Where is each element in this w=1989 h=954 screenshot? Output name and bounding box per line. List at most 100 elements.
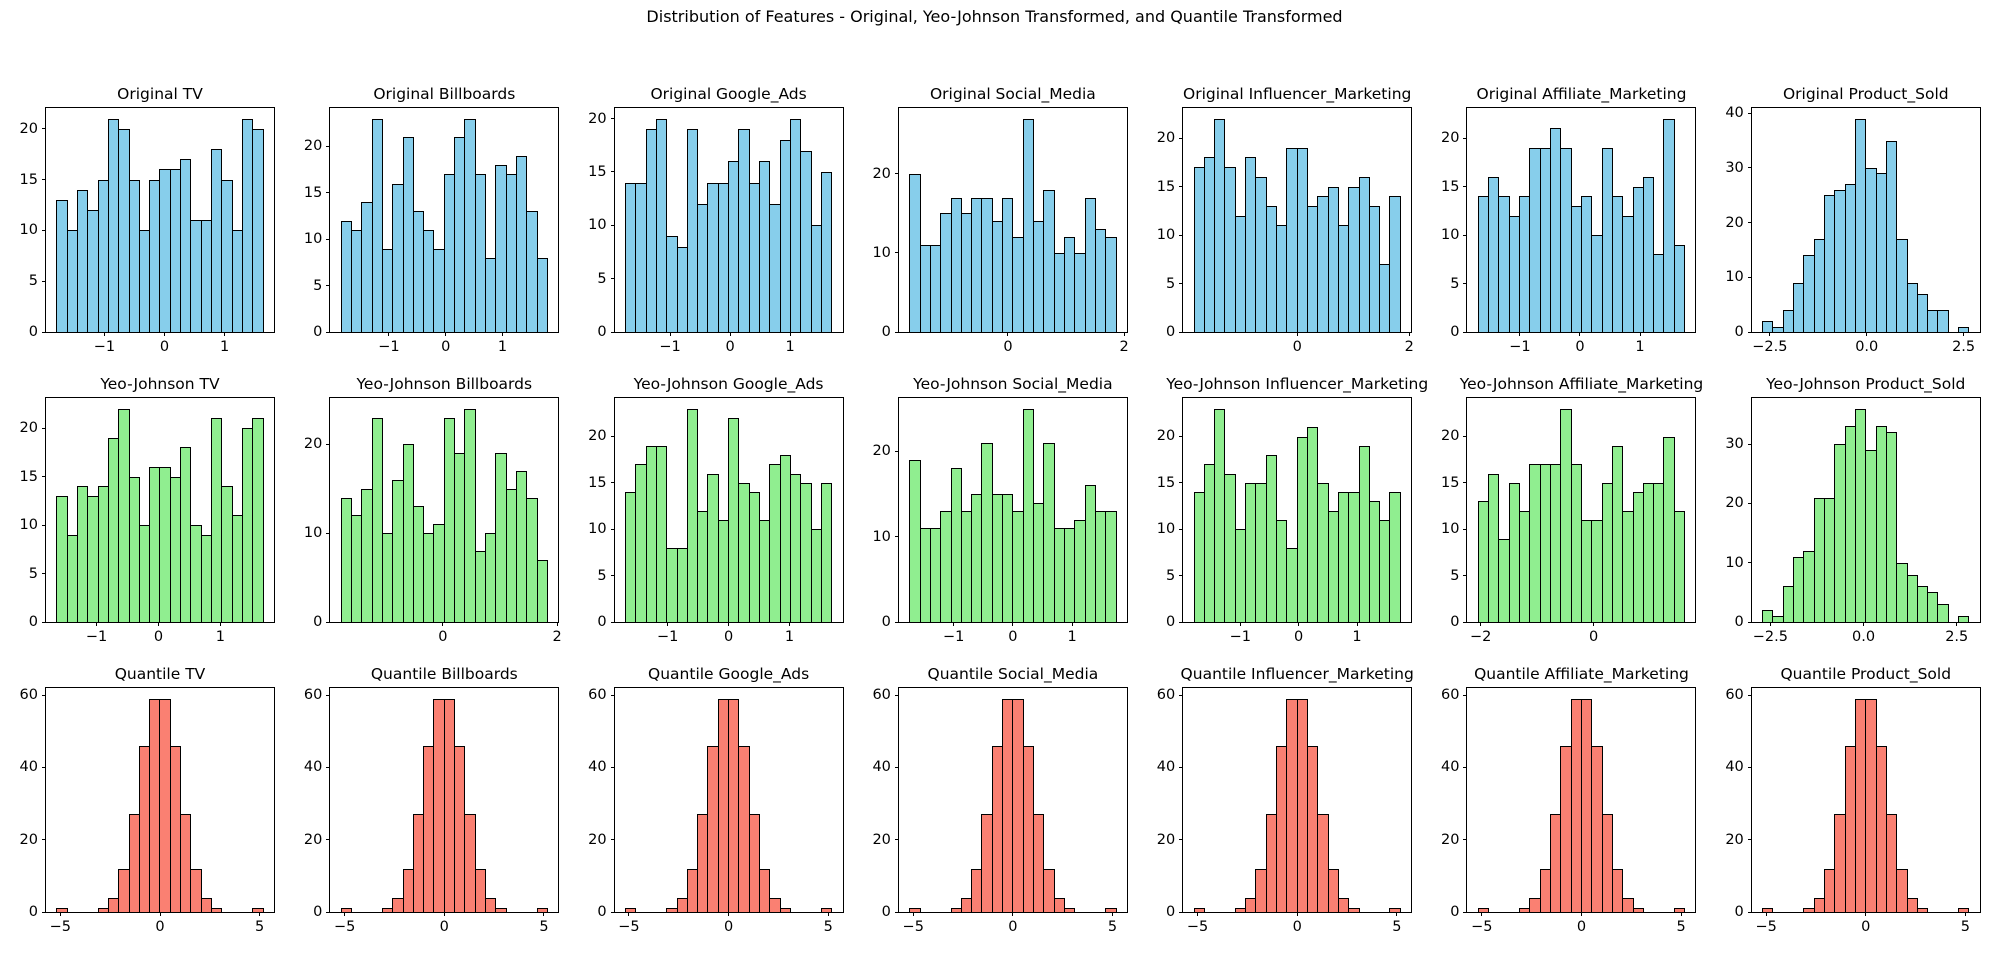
histogram-bars bbox=[909, 688, 1117, 912]
x-tick-mark bbox=[1396, 912, 1398, 916]
y-tick-mark bbox=[1747, 911, 1752, 913]
histogram-bar-slot bbox=[536, 398, 548, 622]
x-tick-label: 0.0 bbox=[1855, 339, 1879, 355]
y-tick-label: 0 bbox=[881, 904, 891, 920]
subplot-title: Quantile Affiliate_Marketing bbox=[1474, 665, 1689, 683]
subplot-yeo-johnson-product-sold: Yeo-Johnson Product_Sold 0 10 20 30 −2.5 0.0 2.… bbox=[1707, 365, 1989, 655]
histogram-bar-slot bbox=[1477, 688, 1490, 912]
histogram-bar-slot bbox=[1337, 688, 1350, 912]
y-tick-mark bbox=[610, 766, 615, 768]
x-tick-label: 5 bbox=[1107, 919, 1118, 935]
x-tick-mark bbox=[556, 622, 558, 626]
subplot-title: Quantile Influencer_Marketing bbox=[1180, 665, 1414, 683]
histogram-bar-slot bbox=[1673, 108, 1686, 332]
subplot-title: Original Affiliate_Marketing bbox=[1476, 85, 1687, 103]
y-tick-label: 0 bbox=[1734, 324, 1744, 340]
subplot-grid: Original TV 0 5 10 15 20 −1 0 1 Original Billboar… bbox=[1, 75, 1989, 945]
y-tick-label: 20 bbox=[303, 138, 323, 155]
x-tick-mark bbox=[728, 622, 730, 626]
histogram-bar bbox=[1611, 868, 1624, 912]
x-tick-mark bbox=[1408, 332, 1410, 336]
histogram-bar bbox=[1663, 118, 1675, 332]
histogram-bar bbox=[1896, 868, 1908, 912]
y-tick-label: 10 bbox=[19, 222, 38, 239]
subplot-yeo-johnson-social-media: Yeo-Johnson Social_Media 0 10 20 −1 0 1 bbox=[854, 365, 1138, 655]
histogram-bar bbox=[252, 128, 264, 332]
y-tick-mark bbox=[894, 331, 899, 333]
histogram-bar bbox=[1673, 908, 1686, 912]
y-tick-mark bbox=[1747, 167, 1752, 169]
y-tick-label: 0 bbox=[28, 614, 38, 630]
subplot-title: Yeo-Johnson Google_Ads bbox=[633, 375, 824, 393]
x-tick-label: 0 bbox=[1292, 919, 1302, 935]
histogram-bars bbox=[1762, 398, 1970, 622]
x-tick-label: 5 bbox=[823, 919, 833, 935]
x-tick-label: 1 bbox=[497, 339, 508, 355]
y-tick-mark bbox=[1463, 186, 1468, 188]
subplot-title: Quantile Product_Sold bbox=[1780, 665, 1952, 683]
x-tick-label: −2 bbox=[1469, 629, 1492, 645]
y-tick-mark bbox=[1179, 911, 1184, 913]
subplot-title: Original Influencer_Marketing bbox=[1183, 85, 1412, 103]
y-tick-mark bbox=[1179, 766, 1184, 768]
histogram-bar bbox=[1337, 897, 1350, 912]
y-tick-mark bbox=[1463, 528, 1468, 530]
axes: Yeo-Johnson Product_Sold 0 10 20 30 −2.5 0.0 2.… bbox=[1725, 375, 1981, 645]
subplot-quantile-tv: Quantile TV 0 20 40 60 −5 0 5 bbox=[1, 655, 285, 945]
x-tick-mark bbox=[1356, 622, 1358, 626]
y-tick-mark bbox=[1463, 234, 1468, 236]
subplot-original-tv: Original TV 0 5 10 15 20 −1 0 1 bbox=[1, 75, 285, 365]
histogram-bar bbox=[371, 417, 383, 622]
histogram-bar bbox=[1906, 897, 1918, 912]
y-tick-label: 5 bbox=[28, 273, 38, 290]
y-tick-label: 20 bbox=[588, 428, 607, 445]
histogram-bar-slot bbox=[1642, 108, 1655, 332]
axes: Yeo-Johnson Affiliate_Marketing 0 5 10 15 20 −… bbox=[1441, 375, 1703, 645]
subplot-yeo-johnson-tv: Yeo-Johnson TV 0 5 10 15 20 −1 0 1 bbox=[1, 365, 285, 655]
histogram-bar bbox=[1642, 176, 1655, 332]
histogram-bar bbox=[1389, 908, 1401, 912]
histogram-bar bbox=[1762, 908, 1774, 912]
y-tick-mark bbox=[1179, 621, 1184, 623]
subplot-quantile-influencer-marketing: Quantile Influencer_Marketing 0 20 40 60 −5 0 5 bbox=[1138, 655, 1422, 945]
histogram-bar-slot bbox=[474, 108, 487, 332]
histogram-bar bbox=[180, 814, 192, 912]
y-tick-label: 10 bbox=[872, 528, 891, 545]
y-tick-label: 0 bbox=[313, 324, 323, 340]
subplot-original-product-sold: Original Product_Sold 0 10 20 30 40 −2.5 0.0 2.5 bbox=[1707, 75, 1989, 365]
x-tick-label: 0 bbox=[159, 339, 170, 355]
subplot-original-billboards: Original Billboards 0 5 10 15 20 −1 0 1 bbox=[285, 75, 569, 365]
figure-title: Distribution of Features - Original, Yeo… bbox=[646, 7, 1343, 26]
subplot-title: Yeo-Johnson TV bbox=[100, 375, 220, 393]
histogram-bar bbox=[371, 118, 383, 332]
y-tick-label: 15 bbox=[1441, 178, 1460, 195]
y-tick-mark bbox=[1463, 621, 1468, 623]
y-tick-label: 5 bbox=[28, 565, 38, 582]
histogram-bar-slot bbox=[1937, 108, 1949, 332]
x-tick-mark bbox=[1865, 912, 1867, 916]
x-tick-label: −2.5 bbox=[1752, 339, 1788, 355]
x-tick-mark bbox=[224, 332, 226, 336]
histogram-bar-slot bbox=[252, 398, 264, 622]
histogram-bar bbox=[1105, 237, 1117, 332]
histogram-bar bbox=[779, 908, 791, 912]
y-tick-label: 10 bbox=[588, 217, 607, 234]
histogram-bar bbox=[1477, 908, 1490, 912]
y-tick-mark bbox=[42, 128, 46, 130]
histogram-bar bbox=[536, 257, 548, 332]
x-tick-label: 0 bbox=[1008, 629, 1018, 645]
y-tick-mark bbox=[1747, 276, 1752, 278]
x-tick-label: 1 bbox=[785, 339, 795, 355]
y-tick-label: 40 bbox=[1725, 759, 1744, 776]
x-tick-label: 2.5 bbox=[1952, 339, 1976, 355]
y-tick-label: 0 bbox=[313, 614, 323, 630]
y-tick-label: 20 bbox=[1441, 831, 1460, 848]
x-tick-mark bbox=[502, 332, 503, 336]
y-tick-mark bbox=[1463, 283, 1468, 284]
histogram-bar bbox=[1601, 814, 1613, 912]
histogram-bar bbox=[769, 897, 781, 912]
histogram-bar-slot bbox=[1193, 688, 1205, 912]
histogram-bar bbox=[1958, 616, 1970, 622]
y-tick-mark bbox=[326, 911, 331, 913]
